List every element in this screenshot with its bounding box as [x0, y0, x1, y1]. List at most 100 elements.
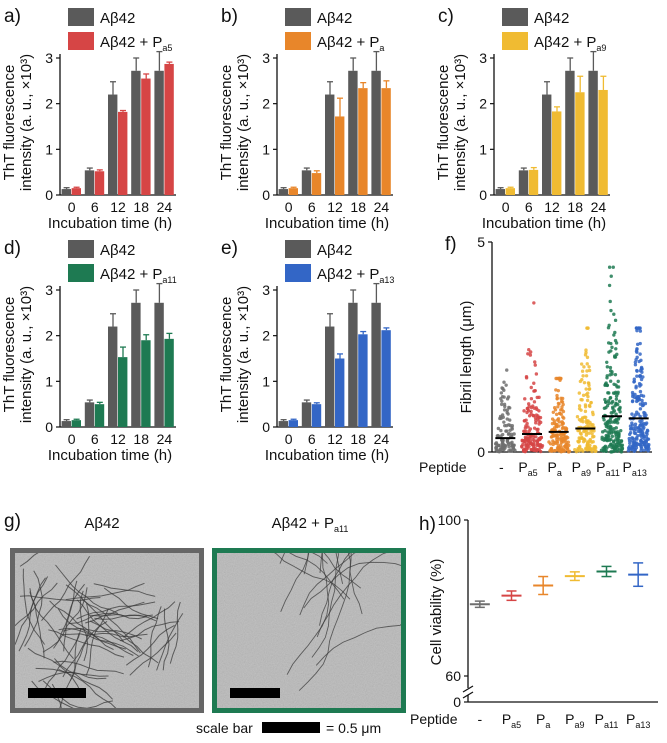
data-point [565, 448, 569, 452]
bar [278, 421, 288, 427]
data-point [581, 374, 585, 378]
data-point [629, 427, 634, 431]
x-tick-label-sub: a5 [528, 468, 538, 478]
data-point [560, 400, 565, 404]
bar [552, 111, 562, 195]
data-point [613, 338, 618, 343]
data-point [529, 405, 534, 410]
data-point [610, 420, 615, 424]
fibril [65, 582, 145, 601]
data-point [560, 407, 564, 412]
data-point [526, 439, 531, 443]
micrograph-right-title: Aβ42 + Pa11 [272, 515, 349, 534]
data-point [606, 399, 611, 403]
y-label: Cell viability (%) [428, 559, 445, 666]
data-point [638, 384, 642, 388]
data-point [632, 379, 637, 384]
fibril [85, 632, 148, 638]
x-tick-label: 24 [374, 431, 390, 447]
data-point [607, 265, 612, 269]
data-point [609, 308, 613, 313]
x-tick-label-main: P [547, 459, 556, 475]
legend-swatch [285, 8, 311, 26]
data-point [609, 369, 613, 373]
legend-label: Aβ42 [100, 10, 135, 27]
data-point [638, 389, 643, 394]
data-point [634, 357, 638, 362]
x-tick-label: Pa9 [565, 711, 584, 730]
data-point [584, 374, 589, 378]
x-tick-label-main: P [596, 459, 605, 475]
legend-swatch [68, 8, 94, 26]
x-tick-label-main: P [622, 459, 631, 475]
data-point [627, 436, 631, 441]
data-point [501, 447, 505, 452]
y-label-line2: intensity (a. u., ×10³) [452, 54, 469, 191]
data-point [509, 432, 514, 437]
data-point [526, 407, 530, 411]
x-tick-label: 0 [68, 199, 76, 215]
data-point [587, 368, 592, 373]
data-point [505, 417, 509, 421]
y-tick-label: 0 [262, 187, 270, 203]
data-point [582, 437, 586, 442]
data-point [534, 435, 538, 439]
x-tick-label: Pa [547, 459, 561, 478]
data-point [619, 439, 624, 443]
x-tick-label-main: P [572, 459, 581, 475]
fibril [53, 660, 124, 675]
data-point [635, 410, 639, 414]
data-point [577, 436, 581, 440]
data-point [495, 434, 500, 438]
y-tick-label: 3 [45, 282, 53, 298]
data-point [582, 365, 586, 369]
bar [495, 189, 505, 195]
data-point [613, 372, 618, 377]
x-tick-label: 0 [285, 431, 293, 447]
data-point [499, 391, 504, 395]
data-point [529, 409, 533, 414]
data-point [573, 448, 577, 452]
data-point [580, 369, 585, 373]
data-point [607, 323, 611, 327]
micrograph-border [10, 548, 204, 713]
data-point [526, 402, 531, 406]
micrograph-right [212, 548, 406, 713]
data-point [577, 391, 582, 395]
data-point [586, 445, 590, 449]
y-tick-label: 3 [479, 50, 487, 66]
x-tick-label: Pa13 [622, 459, 646, 478]
data-point [635, 374, 639, 378]
bar [325, 326, 335, 427]
legend-swatch [68, 32, 94, 50]
data-point [608, 299, 612, 304]
data-point [587, 381, 591, 386]
data-point [531, 438, 535, 442]
bar [154, 70, 164, 195]
data-point [646, 449, 650, 453]
data-point [610, 434, 615, 439]
data-point [499, 396, 503, 401]
data-point [567, 443, 571, 448]
data-point [506, 395, 511, 399]
x-tick-label: 6 [91, 199, 99, 215]
data-point [549, 446, 554, 451]
legend-swatch [285, 264, 311, 282]
panel-label-a: a) [4, 6, 21, 27]
data-point [560, 396, 565, 401]
data-point [633, 422, 638, 426]
data-point [579, 362, 584, 366]
scale-bar-left [28, 688, 86, 698]
bar [528, 169, 539, 195]
data-point [613, 318, 618, 323]
y-tick-label: 3 [262, 50, 270, 66]
data-point [581, 449, 585, 453]
data-point [639, 438, 643, 443]
bar [84, 402, 95, 427]
bar [588, 70, 598, 195]
data-point [635, 328, 639, 333]
x-tick-label: Pa11 [595, 711, 619, 730]
y-label: Fibril length (μm) [458, 301, 475, 414]
legend-label-main: Aβ42 + P [534, 34, 596, 51]
